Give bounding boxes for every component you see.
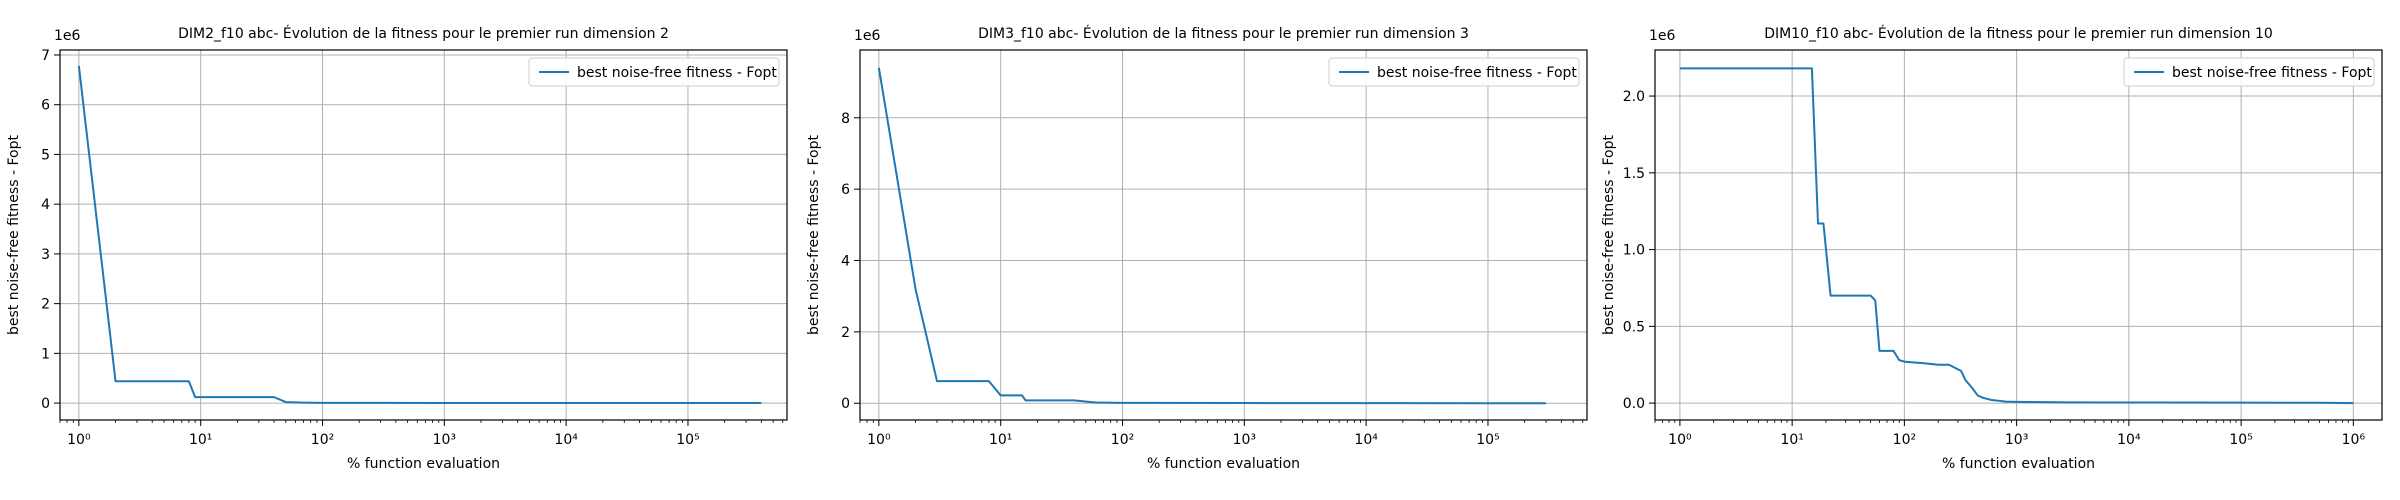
- legend: best noise-free fitness - Fopt: [1328, 57, 1580, 87]
- x-axis-label: % function evaluation: [347, 456, 500, 472]
- y-tick-label: 2.0: [1623, 89, 1645, 105]
- y-multiplier-label: 1e6: [54, 28, 81, 44]
- x-tick-label: 10⁵: [676, 432, 699, 448]
- x-axis-label: % function evaluation: [1942, 456, 2095, 472]
- y-tick-label: 2: [41, 297, 50, 313]
- plot-frame: [59, 49, 788, 421]
- x-tick-label: 10⁰: [867, 432, 891, 448]
- y-tick-label: 1.0: [1623, 243, 1645, 259]
- x-tick-label: 10³: [2005, 432, 2028, 448]
- x-tick-label: 10²: [1111, 432, 1134, 448]
- x-tick-label: 10³: [1233, 432, 1256, 448]
- legend-label: best noise-free fitness - Fopt: [2172, 65, 2372, 81]
- y-tick-label: 6: [41, 98, 50, 114]
- legend-label: best noise-free fitness - Fopt: [577, 65, 777, 81]
- x-axis-label: % function evaluation: [1147, 456, 1300, 472]
- y-tick-label: 5: [41, 147, 50, 163]
- x-tick-label: 10⁵: [1476, 432, 1499, 448]
- x-tick-label: 10⁴: [554, 432, 578, 448]
- x-tick-label: 10¹: [1780, 432, 1803, 448]
- y-tick-label: 4: [41, 197, 50, 213]
- chart-title: DIM3_f10 abc- Évolution de la fitness po…: [978, 25, 1469, 42]
- y-tick-label: 0.5: [1623, 319, 1645, 335]
- x-tick-label: 10¹: [189, 432, 212, 448]
- plot-frame: [1654, 49, 2383, 421]
- y-tick-label: 8: [841, 111, 850, 127]
- chart-title: DIM10_f10 abc- Évolution de la fitness p…: [1764, 25, 2273, 42]
- chart-title: DIM2_f10 abc- Évolution de la fitness po…: [178, 25, 669, 42]
- legend-box: [528, 57, 780, 87]
- y-tick-label: 3: [41, 247, 50, 263]
- legend-box: [1328, 57, 1580, 87]
- x-tick-label: 10²: [1893, 432, 1916, 448]
- x-tick-label: 10⁵: [2229, 432, 2252, 448]
- plot-frame: [859, 49, 1588, 421]
- y-tick-label: 0: [841, 396, 850, 412]
- chart-panel-2: 10⁰ 10¹ 10² 10³ 10⁴ 10⁵ 0 2 4 6 8 DIM3_f10 abc- Évo…: [806, 25, 1588, 472]
- x-tick-label: 10⁰: [1668, 432, 1692, 448]
- x-tick-label: 10⁶: [2342, 432, 2366, 448]
- series-line: [1679, 67, 2354, 405]
- y-tick-label: 6: [841, 182, 850, 198]
- x-tick-label: 10¹: [989, 432, 1012, 448]
- chart-panel-3: 10⁰ 10¹ 10² 10³ 10⁴ 10⁵ 10⁶ 0.0 0.5 1.0 1.5 2.0 DIM1…: [1601, 25, 2383, 472]
- x-tick-label: 10²: [311, 432, 334, 448]
- series-line: [877, 67, 1547, 405]
- y-axis-label: best noise-free fitness - Fopt: [1601, 135, 1617, 335]
- y-tick-label: 0: [41, 396, 50, 412]
- legend: best noise-free fitness - Fopt: [528, 57, 780, 87]
- y-multiplier-label: 1e6: [1649, 28, 1676, 44]
- x-tick-label: 10³: [433, 432, 456, 448]
- y-tick-label: 0.0: [1623, 396, 1645, 412]
- legend: best noise-free fitness - Fopt: [2123, 57, 2375, 87]
- legend-box: [2123, 57, 2375, 87]
- y-tick-label: 7: [41, 48, 50, 64]
- y-tick-label: 4: [841, 254, 850, 270]
- series-line: [77, 65, 762, 405]
- chart-panel-1: 10⁰ 10¹ 10² 10³ 10⁴ 10⁵ 0 1 2 3 4 5 6 7 DIM2_f10 abc- …: [6, 25, 788, 472]
- x-tick-label: 10⁴: [1354, 432, 1378, 448]
- y-tick-label: 1.5: [1623, 166, 1645, 182]
- legend-label: best noise-free fitness - Fopt: [1377, 65, 1577, 81]
- x-tick-label: 10⁴: [2117, 432, 2141, 448]
- y-tick-label: 2: [841, 325, 850, 341]
- x-tick-label: 10⁰: [67, 432, 91, 448]
- y-tick-label: 1: [41, 346, 50, 362]
- y-axis-label: best noise-free fitness - Fopt: [6, 135, 22, 335]
- y-multiplier-label: 1e6: [854, 28, 881, 44]
- y-axis-label: best noise-free fitness - Fopt: [806, 135, 822, 335]
